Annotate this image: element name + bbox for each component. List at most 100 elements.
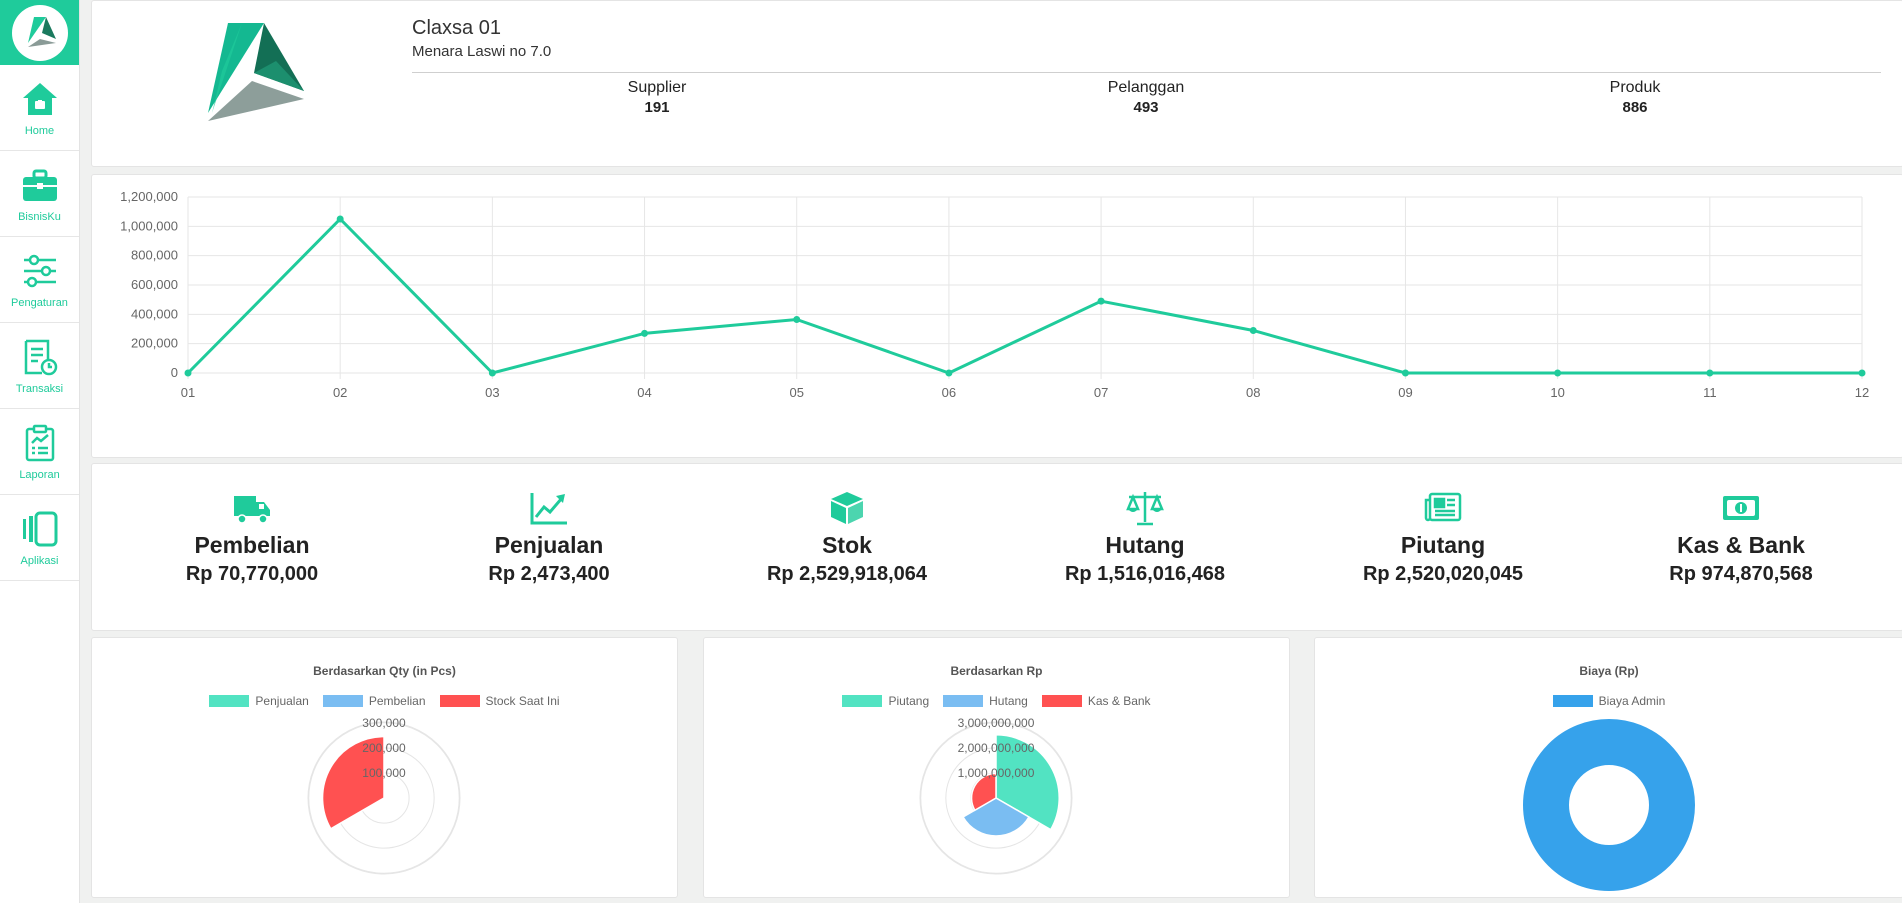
newspaper-icon xyxy=(1424,492,1462,522)
sliders-icon xyxy=(23,254,56,287)
x-tick-label: 01 xyxy=(181,385,195,400)
data-point xyxy=(336,215,344,223)
legend-label: Stock Saat Ini xyxy=(485,694,560,708)
sidebar-item-label: Pengaturan xyxy=(11,296,68,309)
data-point xyxy=(1554,369,1562,377)
tile-name: Stok xyxy=(822,532,872,558)
stat-value: 886 xyxy=(1622,99,1648,116)
legend-label: Pembelian xyxy=(368,694,426,708)
tile-penjualan[interactable]: Penjualan Rp 2,473,400 xyxy=(419,490,679,586)
stat-pelanggan[interactable]: Pelanggan 493 xyxy=(1046,79,1246,116)
stat-title: Supplier xyxy=(627,79,687,96)
chart-legend: Biaya Admin xyxy=(1315,694,1902,708)
legend-label: Kas & Bank xyxy=(1087,694,1151,708)
sidebar-logo[interactable] xyxy=(0,0,79,65)
line-chart: 0 200,000 400,000 600,000 800,000 1,000,000 1,… xyxy=(120,189,1869,400)
company-logo xyxy=(208,23,304,121)
polar-segment xyxy=(995,734,1060,831)
data-point xyxy=(1706,369,1714,377)
tile-kas-bank[interactable]: Kas & Bank Rp 974,870,568 xyxy=(1611,490,1871,586)
x-tick-label: 07 xyxy=(1094,385,1108,400)
data-point xyxy=(488,369,496,377)
polar-tick-label: 3,000,000,000 xyxy=(958,718,1035,730)
x-tick-label: 02 xyxy=(333,385,347,400)
sidebar-item-transaksi[interactable]: Transaksi xyxy=(0,323,79,409)
briefcase-icon xyxy=(22,169,57,201)
polar-tick-label: 2,000,000,000 xyxy=(958,741,1035,755)
x-tick-label: 10 xyxy=(1550,385,1564,400)
stat-produk[interactable]: Produk 886 xyxy=(1535,79,1735,116)
legend-label: Penjualan xyxy=(255,694,309,708)
y-tick-label: 1,200,000 xyxy=(120,189,178,204)
polar-segment xyxy=(970,772,997,812)
qty-chart-card: Berdasarkan Qty (in Pcs) Penjualan Pembe… xyxy=(91,637,678,898)
sidebar-item-label: BisnisKu xyxy=(18,210,61,223)
y-tick-label: 1,000,000 xyxy=(120,218,178,233)
tile-value: Rp 2,529,918,064 xyxy=(766,563,928,585)
data-point xyxy=(184,369,192,377)
legend-item[interactable]: Pembelian xyxy=(322,694,426,708)
y-tick-label: 0 xyxy=(171,365,178,380)
data-point xyxy=(1401,369,1409,377)
y-tick-label: 200,000 xyxy=(131,336,178,351)
polar-tick-label: 100,000 xyxy=(362,766,406,780)
tile-hutang[interactable]: Hutang Rp 1,516,016,468 xyxy=(1015,490,1275,586)
legend-swatch xyxy=(439,695,480,707)
chart-legend: Penjualan Pembelian Stock Saat Ini xyxy=(92,694,677,708)
tile-pembelian[interactable]: Pembelian Rp 70,770,000 xyxy=(122,490,382,586)
money-icon xyxy=(1723,496,1759,520)
stat-value: 191 xyxy=(644,99,670,116)
data-point xyxy=(641,329,649,337)
home-icon xyxy=(22,82,57,115)
polar-grid-ring xyxy=(307,721,461,875)
data-point xyxy=(1097,297,1105,305)
tile-piutang[interactable]: Piutang Rp 2,520,020,045 xyxy=(1313,490,1573,586)
data-point xyxy=(1858,369,1866,377)
polar-chart-qty: 100,000 200,000 300,000 xyxy=(307,718,461,875)
tile-name: Kas & Bank xyxy=(1677,532,1805,558)
legend-item[interactable]: Kas & Bank xyxy=(1041,694,1151,708)
stat-supplier[interactable]: Supplier 191 xyxy=(557,79,757,116)
legend-item[interactable]: Penjualan xyxy=(209,694,309,708)
x-tick-label: 05 xyxy=(789,385,803,400)
tile-value: Rp 70,770,000 xyxy=(185,563,319,585)
sidebar-item-home[interactable]: Home xyxy=(0,65,79,151)
y-tick-label: 800,000 xyxy=(131,248,178,263)
stat-value: 493 xyxy=(1133,99,1159,116)
legend-label: Hutang xyxy=(989,694,1028,708)
company-name: Claxsa 01 xyxy=(412,17,501,39)
scale-icon xyxy=(1126,492,1164,526)
legend-item[interactable]: Piutang xyxy=(842,694,929,708)
tile-name: Pembelian xyxy=(194,532,310,558)
legend-item[interactable]: Stock Saat Ini xyxy=(439,694,560,708)
sidebar-item-label: Laporan xyxy=(19,468,60,481)
tile-name: Hutang xyxy=(1105,532,1185,558)
legend-item[interactable]: Hutang xyxy=(943,694,1028,708)
y-tick-label: 400,000 xyxy=(131,306,178,321)
legend-swatch xyxy=(1552,695,1593,707)
clipboard-report-icon xyxy=(25,424,54,461)
y-tick-label: 600,000 xyxy=(131,277,178,292)
legend-swatch xyxy=(1041,695,1082,707)
sidebar-item-pengaturan[interactable]: Pengaturan xyxy=(0,237,79,323)
tile-name: Piutang xyxy=(1400,532,1486,558)
x-tick-label: 12 xyxy=(1855,385,1869,400)
sidebar-item-laporan[interactable]: Laporan xyxy=(0,409,79,495)
rp-chart-card: Berdasarkan Rp Piutang Hutang Kas & Bank… xyxy=(703,637,1290,898)
tile-value: Rp 2,520,020,045 xyxy=(1362,563,1524,585)
legend-item[interactable]: Biaya Admin xyxy=(1552,694,1665,708)
legend-swatch xyxy=(209,695,250,707)
data-point xyxy=(1249,326,1257,334)
x-tick-label: 03 xyxy=(485,385,499,400)
stat-title: Produk xyxy=(1609,79,1661,96)
sidebar: Home BisnisKu Pengaturan Transaksi xyxy=(0,0,80,903)
sidebar-item-aplikasi[interactable]: Aplikasi xyxy=(0,495,79,581)
sidebar-item-bisnisku[interactable]: BisnisKu xyxy=(0,151,79,237)
x-tick-label: 11 xyxy=(1703,385,1717,400)
chart-title: Berdasarkan Rp xyxy=(950,664,1043,678)
x-tick-label: 09 xyxy=(1398,385,1412,400)
data-point xyxy=(945,369,953,377)
series-line xyxy=(186,216,1862,375)
summary-tiles-card: Pembelian Rp 70,770,000 Penjualan Rp 2,4… xyxy=(91,463,1902,631)
tile-stok[interactable]: Stok Rp 2,529,918,064 xyxy=(717,490,977,586)
